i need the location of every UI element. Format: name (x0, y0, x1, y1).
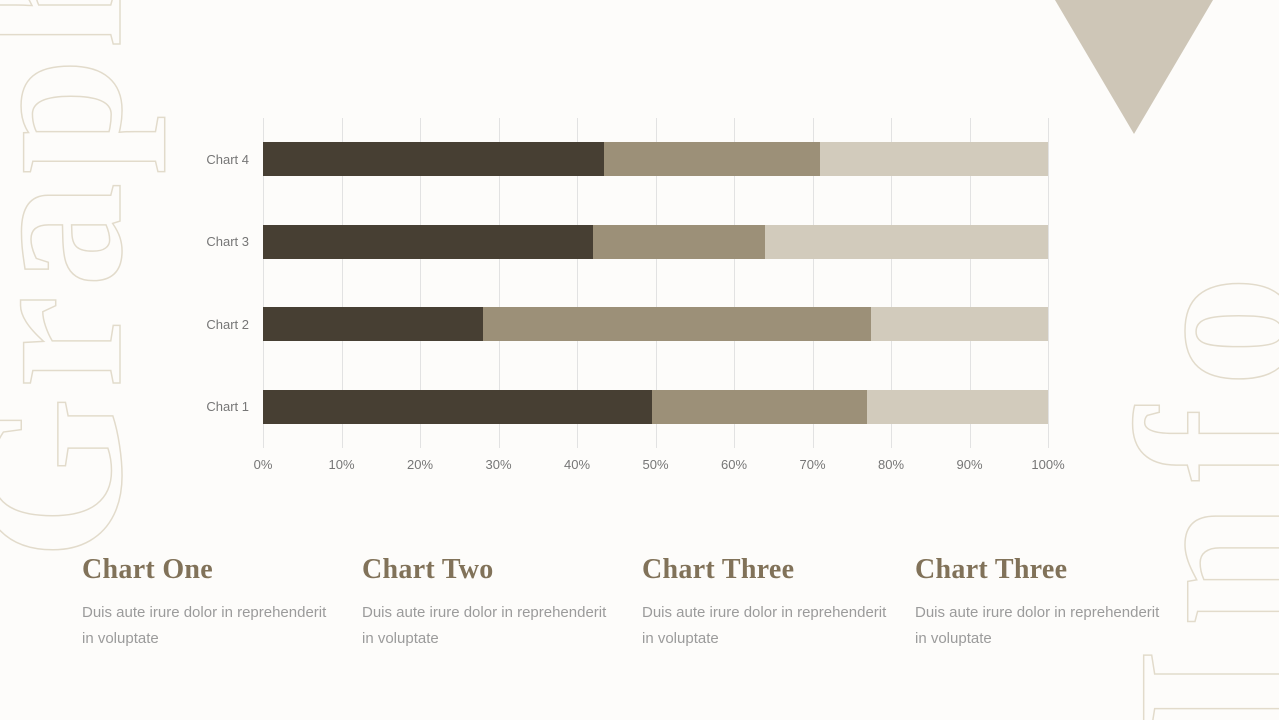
info-column-body: Duis aute irure dolor in reprehenderit i… (915, 604, 1160, 647)
stacked-bar (263, 224, 1048, 259)
info-column-title: Chart Three (915, 554, 1068, 585)
row-label: Chart 4 (206, 151, 249, 167)
info-column: Chart Three Duis aute irure dolor in repr… (915, 554, 1171, 652)
info-column-title: Chart Three (642, 554, 795, 585)
row-label: Chart 2 (206, 316, 249, 332)
row-label: Chart 3 (206, 234, 249, 250)
bar-segment (263, 142, 605, 177)
bar-row (263, 366, 1048, 449)
bar-segment (871, 307, 1048, 342)
info-column-body: Duis aute irure dolor in reprehenderit i… (82, 604, 327, 647)
x-tick-label: 80% (877, 457, 905, 472)
bar-segment (482, 307, 872, 342)
bar-segment (820, 142, 1048, 177)
info-column: Chart One Duis aute irure dolor in repreh… (82, 554, 338, 652)
stacked-bar (263, 307, 1048, 342)
decorative-word-graph: Graph (0, 0, 167, 561)
x-tick-label: 60% (720, 457, 748, 472)
grid-line (263, 118, 264, 448)
grid-line (341, 118, 343, 448)
grid-line (734, 118, 735, 448)
grid-line (577, 118, 578, 448)
x-tick-label: 20% (406, 457, 434, 472)
bar-segment (263, 224, 593, 259)
grid-line (812, 118, 814, 448)
info-column-title: Chart Two (362, 554, 494, 585)
bar-row (263, 201, 1048, 284)
info-column-title: Chart One (82, 554, 214, 585)
bar-segment (651, 389, 868, 424)
info-column-body: Duis aute irure dolor in reprehenderit i… (642, 604, 887, 647)
stacked-bar (263, 142, 1048, 177)
x-tick-label: 50% (642, 457, 669, 472)
bar-segment (263, 389, 652, 424)
bars (263, 118, 1048, 448)
x-tick-label: 100% (1031, 457, 1065, 472)
bar-row (263, 283, 1048, 366)
grid-line (891, 118, 892, 448)
x-tick-label: 90% (956, 457, 983, 472)
bar-segment (765, 224, 1048, 259)
grid-line (420, 118, 421, 448)
bar-segment (867, 389, 1048, 424)
info-column: Chart Three Duis aute irure dolor in repr… (642, 554, 898, 652)
x-axis: 0% 10% 20% 30% 40% 50% 60% 70% 80% 90% 100% (254, 448, 1065, 478)
info-columns: Chart One Duis aute irure dolor in repreh… (0, 554, 1279, 684)
info-column-body: Duis aute irure dolor in reprehenderit i… (362, 604, 607, 647)
stacked-bar (263, 389, 1048, 424)
row-label: Chart 1 (206, 399, 249, 415)
plot-area (263, 118, 1049, 448)
grid-line (969, 118, 971, 448)
x-tick-label: 10% (328, 457, 355, 472)
bar-segment (592, 224, 766, 259)
chart-row-labels: Chart 4 Chart 3 Chart 2 Chart 1 (180, 118, 263, 448)
x-tick-label: 40% (563, 457, 591, 472)
x-tick-label: 30% (485, 457, 512, 472)
stacked-bar-chart: Chart 4 Chart 3 Chart 2 Chart 1 0% 10% 20% 30%… (180, 118, 1065, 484)
x-tick-label: 70% (799, 457, 826, 472)
bar-segment (604, 142, 821, 177)
triangle-decoration (1055, 0, 1213, 134)
grid-line (498, 118, 500, 448)
x-tick-label: 0% (253, 457, 273, 472)
bar-segment (263, 307, 483, 342)
bar-row (263, 118, 1048, 201)
grid-line (1048, 118, 1049, 448)
grid-line (655, 118, 657, 448)
info-column: Chart Two Duis aute irure dolor in repreh… (362, 554, 618, 652)
